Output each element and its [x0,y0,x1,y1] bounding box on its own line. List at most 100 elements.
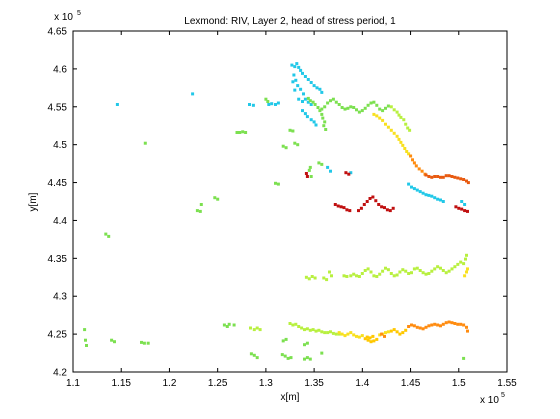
data-point-orange [441,322,445,326]
data-point-orange [439,324,442,328]
data-point-orange [383,334,386,338]
data-point-green [110,338,114,342]
data-point-red [457,206,461,210]
data-point-cyan [299,87,303,91]
data-point-red [345,208,349,212]
data-point-cyan [267,103,271,106]
data-point-green [284,146,288,150]
data-point-lime [397,113,401,117]
data-point-green [307,168,311,172]
data-point-lime [404,269,408,273]
data-point-yellow [357,335,361,339]
data-point-green [227,322,231,326]
data-point-red [347,172,351,176]
data-point-orange [420,169,424,173]
y-tick-label: 4.65 [48,27,68,38]
data-point-cyan [314,123,318,127]
data-point-red [344,171,348,175]
data-point-green [346,106,350,110]
data-point-lime [297,325,301,328]
data-point-lime [322,276,326,280]
x-tick-label: 1.35 [304,378,324,389]
data-point-cyan [291,80,295,84]
data-point-darkorange [430,175,434,179]
data-point-green [384,106,387,110]
data-point-cyan [318,87,322,91]
data-point-lime [366,267,370,271]
data-point-green [320,112,324,116]
data-point-green [284,337,288,341]
data-point-darkorange [447,174,451,178]
data-point-lime [386,268,390,272]
data-point-green [355,108,358,112]
data-point-cyan [412,187,416,191]
data-point-cyan [306,100,310,104]
data-point-green [283,354,287,358]
data-point-lime [308,328,312,332]
data-point-lime [404,122,408,126]
data-point-green [264,97,268,101]
data-point-lime [317,328,321,332]
y-tick-label: 4.35 [48,254,68,265]
y-tick-label: 4.25 [48,330,68,341]
data-point-gold [392,328,396,332]
x-tick-label: 1.45 [401,378,421,389]
data-point-lime [342,274,346,278]
data-point-yellow [360,334,364,338]
data-point-green [320,351,324,355]
data-point-orange [427,324,431,328]
data-point-lime [349,274,353,278]
data-point-green [381,109,385,113]
data-point-darkorange [424,173,428,177]
data-point-lime [447,269,451,273]
data-point-green [340,106,344,109]
data-point-green [222,323,226,327]
data-point-lime [401,268,405,272]
y-tick-label: 4.5 [53,140,67,151]
data-point-green [352,106,356,109]
data-point-cyan [424,193,428,197]
data-point-yellow [405,150,409,153]
data-point-red [342,206,346,210]
data-point-lime [360,272,364,275]
data-point-lime [395,110,399,114]
data-point-lime [430,269,434,273]
data-point-cyan [421,191,425,195]
data-point-red [336,204,340,208]
data-point-red [380,205,384,209]
data-point-cyan [320,90,324,94]
data-point-orange [412,324,416,328]
data-point-orange [447,320,451,324]
data-point-green [303,357,306,361]
data-point-cyan [276,101,280,105]
data-point-lime [439,266,442,270]
data-point-orange [450,321,454,325]
data-point-lime [291,323,295,327]
data-point-red [388,209,392,213]
data-point-lime [412,267,416,271]
y-tick-label: 4.2 [53,368,67,379]
data-point-yellow [466,267,469,271]
data-point-orange [415,325,419,329]
data-point-green [323,105,327,109]
data-point-cyan [292,73,296,77]
data-point-green [241,130,245,134]
y-tick-label: 4.3 [53,292,67,303]
data-point-cyan [427,193,431,197]
data-point-lime [304,275,308,279]
chart-title: Lexmond: RIV, Layer 2, head of stress pe… [184,16,396,27]
data-point-red [359,206,363,210]
data-point-darkorange [433,175,437,178]
data-point-gold [363,337,367,341]
data-point-cyan [415,188,419,192]
data-point-green [146,341,150,345]
data-point-lime [433,267,437,271]
data-point-green [462,356,466,360]
x-axis-exponent: x 10 [480,395,499,406]
data-point-cyan [315,86,319,90]
data-point-green [334,100,338,104]
data-point-gold [398,332,402,336]
data-point-gold [365,335,369,339]
data-point-lime [320,330,324,334]
data-point-red [466,209,469,213]
